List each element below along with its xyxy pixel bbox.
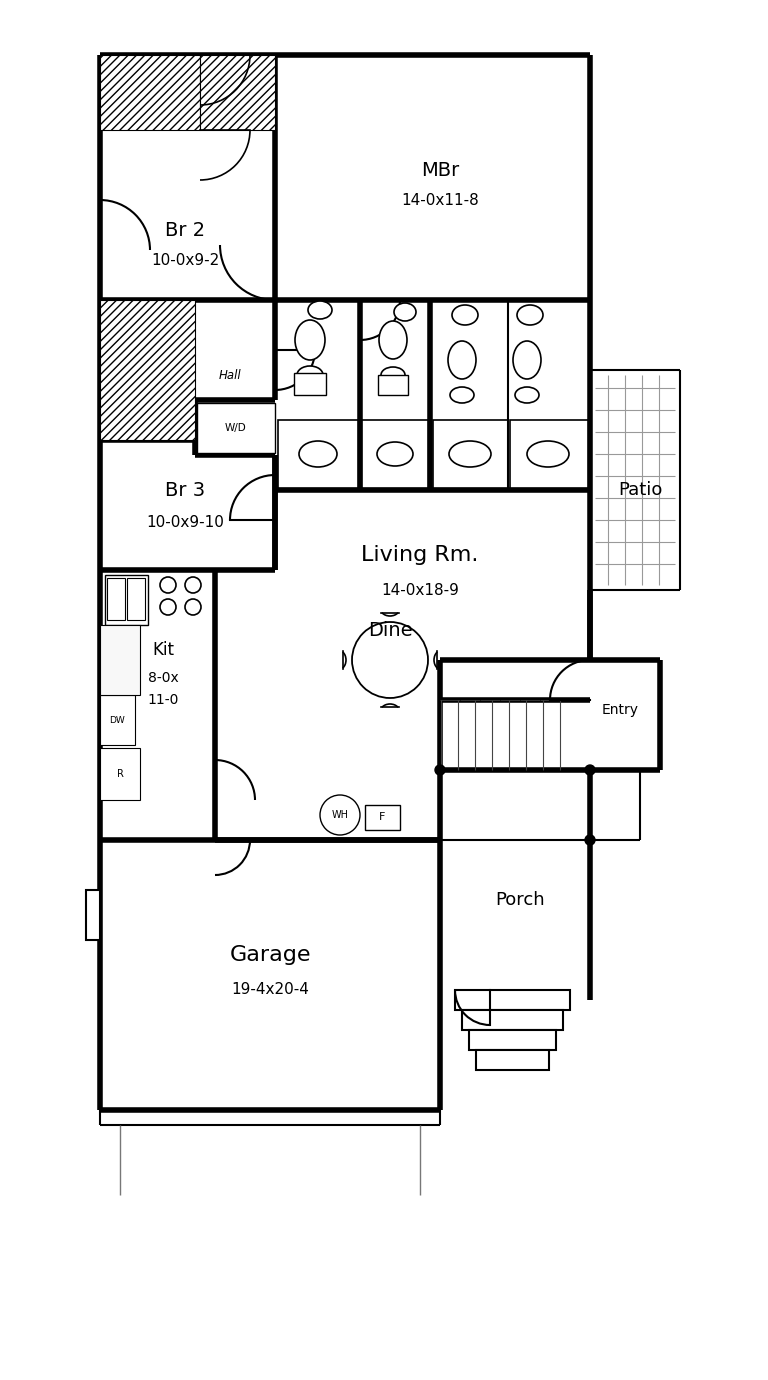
Text: Hall: Hall xyxy=(219,368,241,381)
Circle shape xyxy=(435,765,445,776)
Text: Porch: Porch xyxy=(495,891,545,909)
Text: Entry: Entry xyxy=(601,702,638,718)
Ellipse shape xyxy=(452,305,478,326)
Ellipse shape xyxy=(308,301,332,319)
Text: DW: DW xyxy=(109,715,125,724)
Ellipse shape xyxy=(515,386,539,403)
Circle shape xyxy=(160,599,176,615)
Text: 19-4x20-4: 19-4x20-4 xyxy=(231,983,309,998)
Circle shape xyxy=(352,622,428,698)
Circle shape xyxy=(320,795,360,835)
Text: Patio: Patio xyxy=(617,482,662,500)
Text: 14-0x18-9: 14-0x18-9 xyxy=(381,582,459,598)
Text: 8-0x: 8-0x xyxy=(147,671,178,684)
Bar xyxy=(100,748,140,800)
Bar xyxy=(462,1010,563,1029)
Bar xyxy=(278,420,358,489)
Bar xyxy=(100,55,200,130)
Text: Living Rm.: Living Rm. xyxy=(361,545,478,564)
Circle shape xyxy=(185,577,201,593)
Ellipse shape xyxy=(299,442,337,466)
Circle shape xyxy=(160,577,176,593)
Ellipse shape xyxy=(517,305,543,326)
Bar xyxy=(100,625,140,696)
Text: 11-0: 11-0 xyxy=(147,693,179,707)
Text: WH: WH xyxy=(332,810,349,820)
Text: F: F xyxy=(379,811,386,822)
Bar xyxy=(86,890,100,940)
Circle shape xyxy=(585,835,595,845)
Bar xyxy=(433,420,508,489)
Text: Br 3: Br 3 xyxy=(165,480,205,500)
Bar xyxy=(100,299,195,440)
Ellipse shape xyxy=(513,341,541,380)
Text: 10-0x9-2: 10-0x9-2 xyxy=(151,253,219,268)
Text: MBr: MBr xyxy=(421,160,459,179)
Ellipse shape xyxy=(527,442,569,466)
Ellipse shape xyxy=(449,442,491,466)
Ellipse shape xyxy=(381,367,405,384)
Circle shape xyxy=(585,765,595,776)
Bar xyxy=(200,55,275,130)
Ellipse shape xyxy=(297,366,323,384)
Bar xyxy=(476,1050,549,1070)
Text: Kit: Kit xyxy=(152,640,174,660)
Ellipse shape xyxy=(295,320,325,360)
Bar xyxy=(197,403,275,453)
Text: 14-0x11-8: 14-0x11-8 xyxy=(401,192,479,207)
Bar xyxy=(455,989,570,1010)
Text: 10-0x9-10: 10-0x9-10 xyxy=(146,515,224,530)
Bar xyxy=(362,420,428,489)
Ellipse shape xyxy=(377,442,413,466)
Bar xyxy=(100,696,135,745)
Text: Dine: Dine xyxy=(368,621,412,639)
Bar xyxy=(127,578,145,620)
Bar xyxy=(378,375,408,395)
Text: Br 2: Br 2 xyxy=(165,221,205,240)
Ellipse shape xyxy=(448,341,476,380)
Bar xyxy=(294,373,326,395)
Text: R: R xyxy=(117,769,124,778)
Bar xyxy=(365,805,400,829)
Text: Garage: Garage xyxy=(230,945,311,965)
Ellipse shape xyxy=(379,322,407,359)
Ellipse shape xyxy=(394,304,416,322)
Bar xyxy=(510,420,588,489)
Ellipse shape xyxy=(450,386,474,403)
Bar xyxy=(469,1029,556,1050)
Text: W/D: W/D xyxy=(225,424,247,433)
Bar xyxy=(105,575,148,625)
Circle shape xyxy=(185,599,201,615)
Bar xyxy=(107,578,125,620)
